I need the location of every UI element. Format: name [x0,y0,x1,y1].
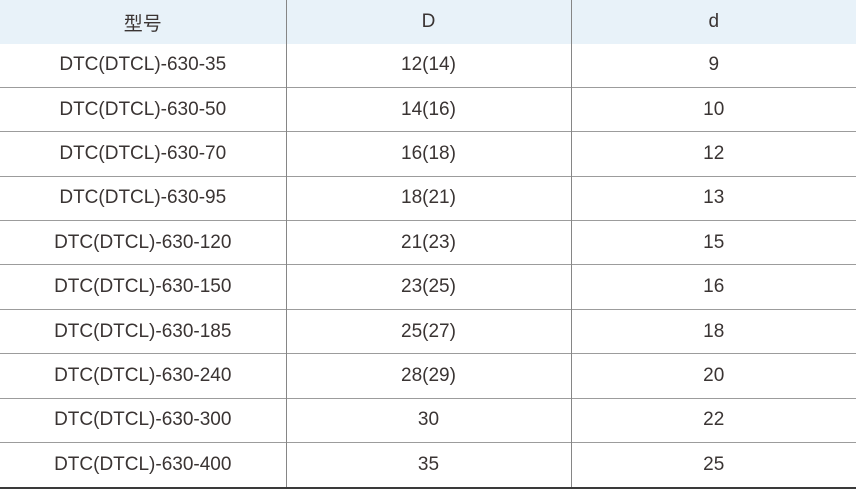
cell-model: DTC(DTCL)-630-400 [0,442,286,488]
cell-model: DTC(DTCL)-630-240 [0,353,286,399]
cell-d: 10 [570,86,856,132]
cell-d: 20 [570,353,856,399]
table-row: DTC(DTCL)-630-300 30 22 [0,397,856,443]
cell-D: 21(23) [285,220,571,265]
cell-D: 18(21) [285,175,571,221]
cell-d: 25 [570,442,856,488]
cell-D: 14(16) [285,86,571,132]
cell-D: 35 [285,442,571,488]
cell-d: 18 [570,308,856,354]
cell-model: DTC(DTCL)-630-300 [0,397,286,443]
cell-model: DTC(DTCL)-630-120 [0,220,286,265]
cell-d: 9 [570,44,856,88]
cell-model: DTC(DTCL)-630-150 [0,264,286,310]
cell-model: DTC(DTCL)-630-35 [59,54,227,76]
table-row: DTC(DTCL)-630-120 21(23) 15 [0,220,856,265]
header-row: 型号 D d [0,0,856,44]
spec-table-header: 型号 D d [0,0,856,44]
table-row: DTC(DTCL)-630-240 28(29) 20 [0,353,856,399]
cell-model: DTC(DTCL)-630-185 [0,308,286,354]
cell-D: 25(27) [285,308,571,354]
header-cell-D: D [285,0,571,44]
header-cell-model: 型号 [0,0,286,44]
table-row: DTC(DTCL)-630-150 23(25) 16 [0,264,856,310]
cell-d: 16 [570,264,856,310]
cell-d: 13 [570,175,856,221]
cell-d: 22 [570,397,856,443]
cell-model: DTC(DTCL)-630-70 [0,131,286,177]
table-row: DTC(DTCL)-630-50 14(16) 10 [0,86,856,132]
table-row: DTC(DTCL)-630-185 25(27) 18 [0,308,856,354]
header-cell-d: d [570,0,856,44]
cell-model: DTC(DTCL)-630-95 [0,175,286,221]
cell-D: 12(14) [285,44,571,88]
table-row: DTC(DTCL)-630-70 16(18) 12 [0,131,856,177]
cell-model: DTC(DTCL)-630-50 [0,86,286,132]
cell-D: 28(29) [285,353,571,399]
cell-d: 15 [570,220,856,265]
cell-D: 23(25) [285,264,571,310]
table-row: DTC(DTCL)-630-400 35 25 [0,442,856,488]
table-row: DTC(DTCL)-630-95 18(21) 13 [0,175,856,221]
table-row: DTC(DTCL)-630-35 12(14) 9 [0,44,856,88]
cell-D: 30 [285,397,571,443]
cell-D: 16(18) [285,131,571,177]
cell-d: 12 [570,131,856,177]
spec-table-body: DTC(DTCL)-630-35 12(14) 9 DTC(DTCL)-630-… [0,44,856,488]
